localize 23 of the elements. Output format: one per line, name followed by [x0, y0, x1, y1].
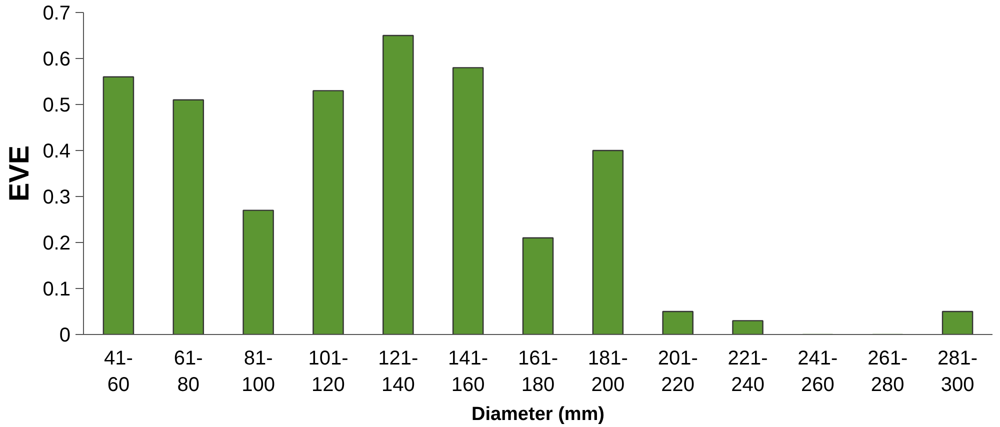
y-tick-label: 0: [59, 324, 70, 346]
x-tick-label: 141- 160: [448, 348, 488, 396]
y-tick-label: 0.3: [42, 186, 71, 208]
x-tick-label: 101- 120: [308, 348, 348, 396]
x-tick-label: 121- 140: [378, 348, 418, 396]
y-tick-label: 0.4: [42, 140, 71, 162]
y-tick-label: 0.2: [42, 232, 71, 254]
x-tick-label: 161- 180: [518, 348, 558, 396]
x-tick-label: 81- 100: [242, 348, 275, 396]
y-tick-label: 0.5: [42, 94, 71, 116]
x-tick-label: 241- 260: [798, 348, 838, 396]
y-axis-title: EVE: [4, 145, 35, 202]
x-tick-label: 281- 300: [938, 348, 978, 396]
x-tick-label: 261- 280: [868, 348, 908, 396]
x-tick-label: 61- 80: [174, 348, 203, 396]
x-axis-title: Diameter (mm): [471, 404, 605, 425]
x-tick-label: 181- 200: [588, 348, 628, 396]
y-tick-label: 0.6: [42, 48, 71, 70]
x-tick-label: 201- 220: [658, 348, 698, 396]
y-tick-label: 0.1: [42, 278, 71, 300]
x-tick-label: 221- 240: [728, 348, 768, 396]
y-tick-label: 0.7: [42, 2, 71, 24]
x-tick-label: 41- 60: [104, 348, 133, 396]
